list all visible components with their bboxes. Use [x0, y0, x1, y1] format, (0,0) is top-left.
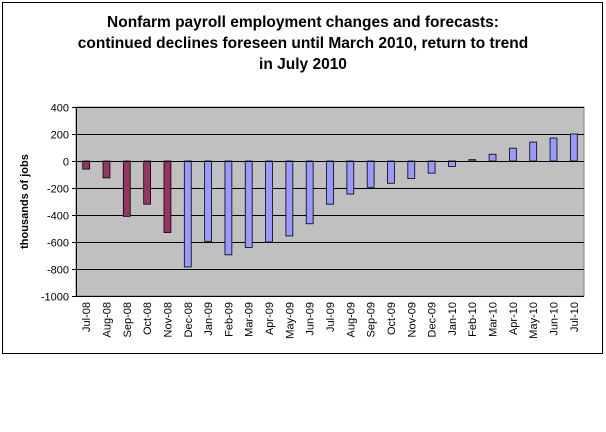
bar [326, 160, 334, 205]
x-tick-label: Nov-09 [406, 302, 418, 337]
x-tick-label: Sep-08 [122, 302, 134, 337]
x-tick-label: May-09 [284, 302, 296, 339]
x-tick-label: Jul-09 [325, 302, 337, 332]
y-tick-label: 0 [63, 157, 69, 169]
x-tick-label: Aug-09 [345, 302, 357, 337]
x-tick-label: May-10 [528, 302, 540, 339]
x-tick-label: Jul-10 [569, 302, 581, 332]
x-tick-label: Feb-10 [467, 302, 479, 337]
x-tick-label: Mar-10 [488, 302, 500, 337]
bar [346, 160, 355, 195]
bar [468, 159, 477, 162]
x-tick-label: Jun-09 [305, 302, 317, 336]
bar [285, 160, 294, 237]
x-tick-label: Feb-09 [223, 302, 235, 337]
bar [488, 153, 497, 162]
bar [427, 160, 436, 174]
bar [305, 160, 314, 225]
bar [387, 160, 395, 184]
y-tick-label: -1000 [41, 292, 69, 304]
chart-title-line-3: in July 2010 [259, 56, 347, 73]
bar [366, 160, 375, 188]
x-tick-label: Jul-08 [81, 302, 93, 332]
x-axis: Jul-08 Aug-08 Sep-08 Oct-08 Nov-08 Dec-08 Jan-… [76, 161, 584, 339]
x-tick-label: Jan-09 [203, 302, 215, 336]
bar [265, 160, 273, 243]
bar [244, 160, 253, 248]
y-tick-label: -800 [47, 265, 69, 277]
y-tick-label: -200 [47, 184, 69, 196]
chart-title: Nonfarm payroll employment changes and f… [0, 12, 606, 75]
x-tick-label: Aug-08 [102, 302, 114, 337]
x-tick-label: Dec-08 [183, 302, 195, 337]
bar [549, 137, 558, 162]
x-tick-label: Nov-08 [162, 302, 174, 337]
y-tick-label: 400 [51, 103, 69, 115]
bar [407, 160, 416, 179]
x-tick-label: Mar-09 [244, 302, 256, 337]
bar [204, 160, 212, 242]
bar [224, 160, 233, 256]
x-tick-label: Dec-09 [427, 302, 439, 337]
y-tick-label: -400 [47, 211, 69, 223]
bar [102, 160, 111, 179]
y-axis-label: thousands of jobs [19, 154, 31, 249]
bar [569, 133, 578, 162]
x-tick-label: Oct-09 [386, 302, 398, 335]
bar [143, 160, 151, 205]
chart-title-line-2: continued declines foreseen until March … [77, 35, 529, 52]
x-tick-label: Oct-08 [142, 302, 154, 335]
x-tick-label: Sep-09 [366, 302, 378, 337]
y-axis: 400 200 0 -200 -400 -600 -800 -1000 [41, 103, 77, 304]
x-tick-label: Jan-10 [447, 302, 459, 336]
bar [122, 160, 131, 217]
x-tick-label: Apr-10 [508, 302, 520, 335]
chart-title-line-1: Nonfarm payroll employment changes and f… [107, 14, 499, 31]
y-tick-label: 200 [51, 130, 69, 142]
bar [82, 160, 91, 170]
bar [509, 147, 517, 162]
bar [183, 160, 192, 268]
x-tick-label: Jun-10 [549, 302, 561, 336]
bar [163, 160, 172, 233]
y-tick-label: -600 [47, 238, 69, 250]
x-tick-label: Apr-09 [264, 302, 276, 335]
bar [529, 141, 538, 162]
